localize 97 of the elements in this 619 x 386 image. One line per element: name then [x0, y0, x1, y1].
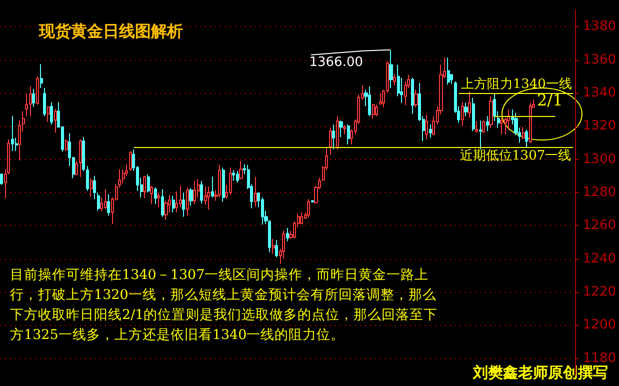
- candlestick: [11, 116, 14, 152]
- candlestick: [479, 120, 482, 150]
- candlestick: [489, 96, 493, 128]
- y-tick-label: 1200: [582, 318, 616, 333]
- candlestick: [347, 124, 350, 145]
- candlestick: [525, 128, 528, 148]
- candlestick: [336, 116, 339, 150]
- candlestick: [150, 185, 153, 205]
- candlestick: [75, 160, 78, 176]
- candlestick: [50, 102, 53, 125]
- candlestick: [218, 164, 221, 198]
- candlestick: [129, 150, 132, 172]
- candlestick: [147, 174, 150, 193]
- candlestick: [54, 108, 57, 134]
- candlestick: [464, 102, 468, 117]
- candlestick: [472, 97, 475, 132]
- candlestick: [236, 170, 239, 184]
- candlestick: [375, 104, 378, 117]
- candlestick: [339, 120, 343, 138]
- candlestick: [486, 116, 489, 132]
- candlestick: [529, 102, 532, 144]
- candlestick: [0, 173, 3, 186]
- text: 现货黄金日线图解析: [38, 22, 183, 40]
- candlestick: [107, 194, 110, 216]
- candlestick: [389, 49, 393, 88]
- y-tick-label: 1380: [582, 19, 616, 34]
- candlestick: [200, 180, 203, 204]
- candlestick: [272, 238, 275, 254]
- candlestick: [43, 87, 46, 117]
- candlestick: [207, 186, 210, 210]
- candlestick: [379, 92, 382, 106]
- candlestick: [154, 187, 157, 205]
- candlestick: [329, 127, 332, 156]
- candlestick: [239, 160, 243, 180]
- candlestick: [393, 74, 396, 86]
- candlestick: [229, 167, 232, 196]
- y-tick-label: 1360: [582, 52, 616, 68]
- candlestick: [79, 138, 82, 178]
- annotation: 1366.00: [309, 54, 364, 70]
- candlestick: [40, 64, 43, 88]
- y-tick-label: 1220: [582, 284, 616, 300]
- candlestick: [157, 192, 160, 208]
- candlestick: [368, 86, 371, 117]
- candlestick: [82, 136, 85, 172]
- candlestick: [86, 165, 89, 192]
- y-tick-label: 1240: [582, 251, 616, 266]
- candlestick: [182, 192, 185, 218]
- candlestick: [161, 188, 164, 218]
- candlestick: [429, 124, 432, 138]
- candlestick: [275, 239, 278, 258]
- y-tick-label: 1300: [582, 152, 616, 167]
- candlestick: [411, 78, 414, 114]
- candlestick: [90, 178, 93, 198]
- candlestick: [193, 180, 196, 205]
- candlestick: [104, 188, 107, 210]
- candlestick: [189, 188, 193, 206]
- candlestick: [211, 176, 214, 198]
- candlestick: [311, 200, 314, 203]
- candlestick: [186, 187, 189, 216]
- y-tick-label: 1180: [582, 350, 616, 366]
- candlestick: [172, 195, 175, 213]
- annotation: 2/1: [537, 90, 563, 110]
- ref-line-label: 上方阻力1340一线: [460, 76, 572, 92]
- annotation: 目前操作可维持在1340－1307一线区间内操作，而昨日黄金一路上行，打破上方1320一线，那么短线上黄金预计会有所回落调整，那么下方收取昨日阳线2/1的位置则是我们选取做多的点位，那么回落至下方1325一线多，上方还是依旧看1340一线的阻力位。: [10, 267, 438, 343]
- candlestick: [386, 60, 389, 94]
- y-tick-label: 1280: [582, 185, 616, 200]
- candlestick: [382, 89, 385, 108]
- candlestick: [143, 175, 146, 199]
- candlestick: [461, 101, 464, 127]
- candlestick: [307, 198, 310, 218]
- candlestick: [300, 212, 303, 225]
- candlestick: [254, 176, 257, 208]
- candlestick: [222, 167, 225, 202]
- candlestick: [522, 126, 525, 140]
- ref-line-label: 近期低位1307一线: [460, 148, 572, 164]
- candlestick: [414, 89, 418, 108]
- candlestick: [447, 56, 450, 86]
- candlestick: [65, 138, 68, 152]
- y-tick-label: 1260: [582, 218, 616, 234]
- y-tick-label: 1320: [582, 118, 616, 134]
- candlestick: [500, 118, 503, 135]
- candlestick: [122, 168, 125, 184]
- candlestick: [372, 103, 375, 120]
- candlestick: [332, 124, 335, 150]
- candlestick: [36, 76, 39, 106]
- candlestick: [47, 106, 50, 122]
- candlestick: [29, 86, 32, 117]
- candlestick: [482, 120, 485, 134]
- candlestick: [32, 88, 35, 108]
- candlestick: [232, 170, 235, 182]
- candlestick: [475, 120, 478, 134]
- y-tick-label: 1340: [582, 85, 616, 100]
- candlestick: [468, 90, 471, 118]
- candlestick: [261, 196, 264, 226]
- candlestick: [425, 114, 428, 140]
- candlestick: [343, 124, 346, 135]
- candlestick: [286, 228, 289, 242]
